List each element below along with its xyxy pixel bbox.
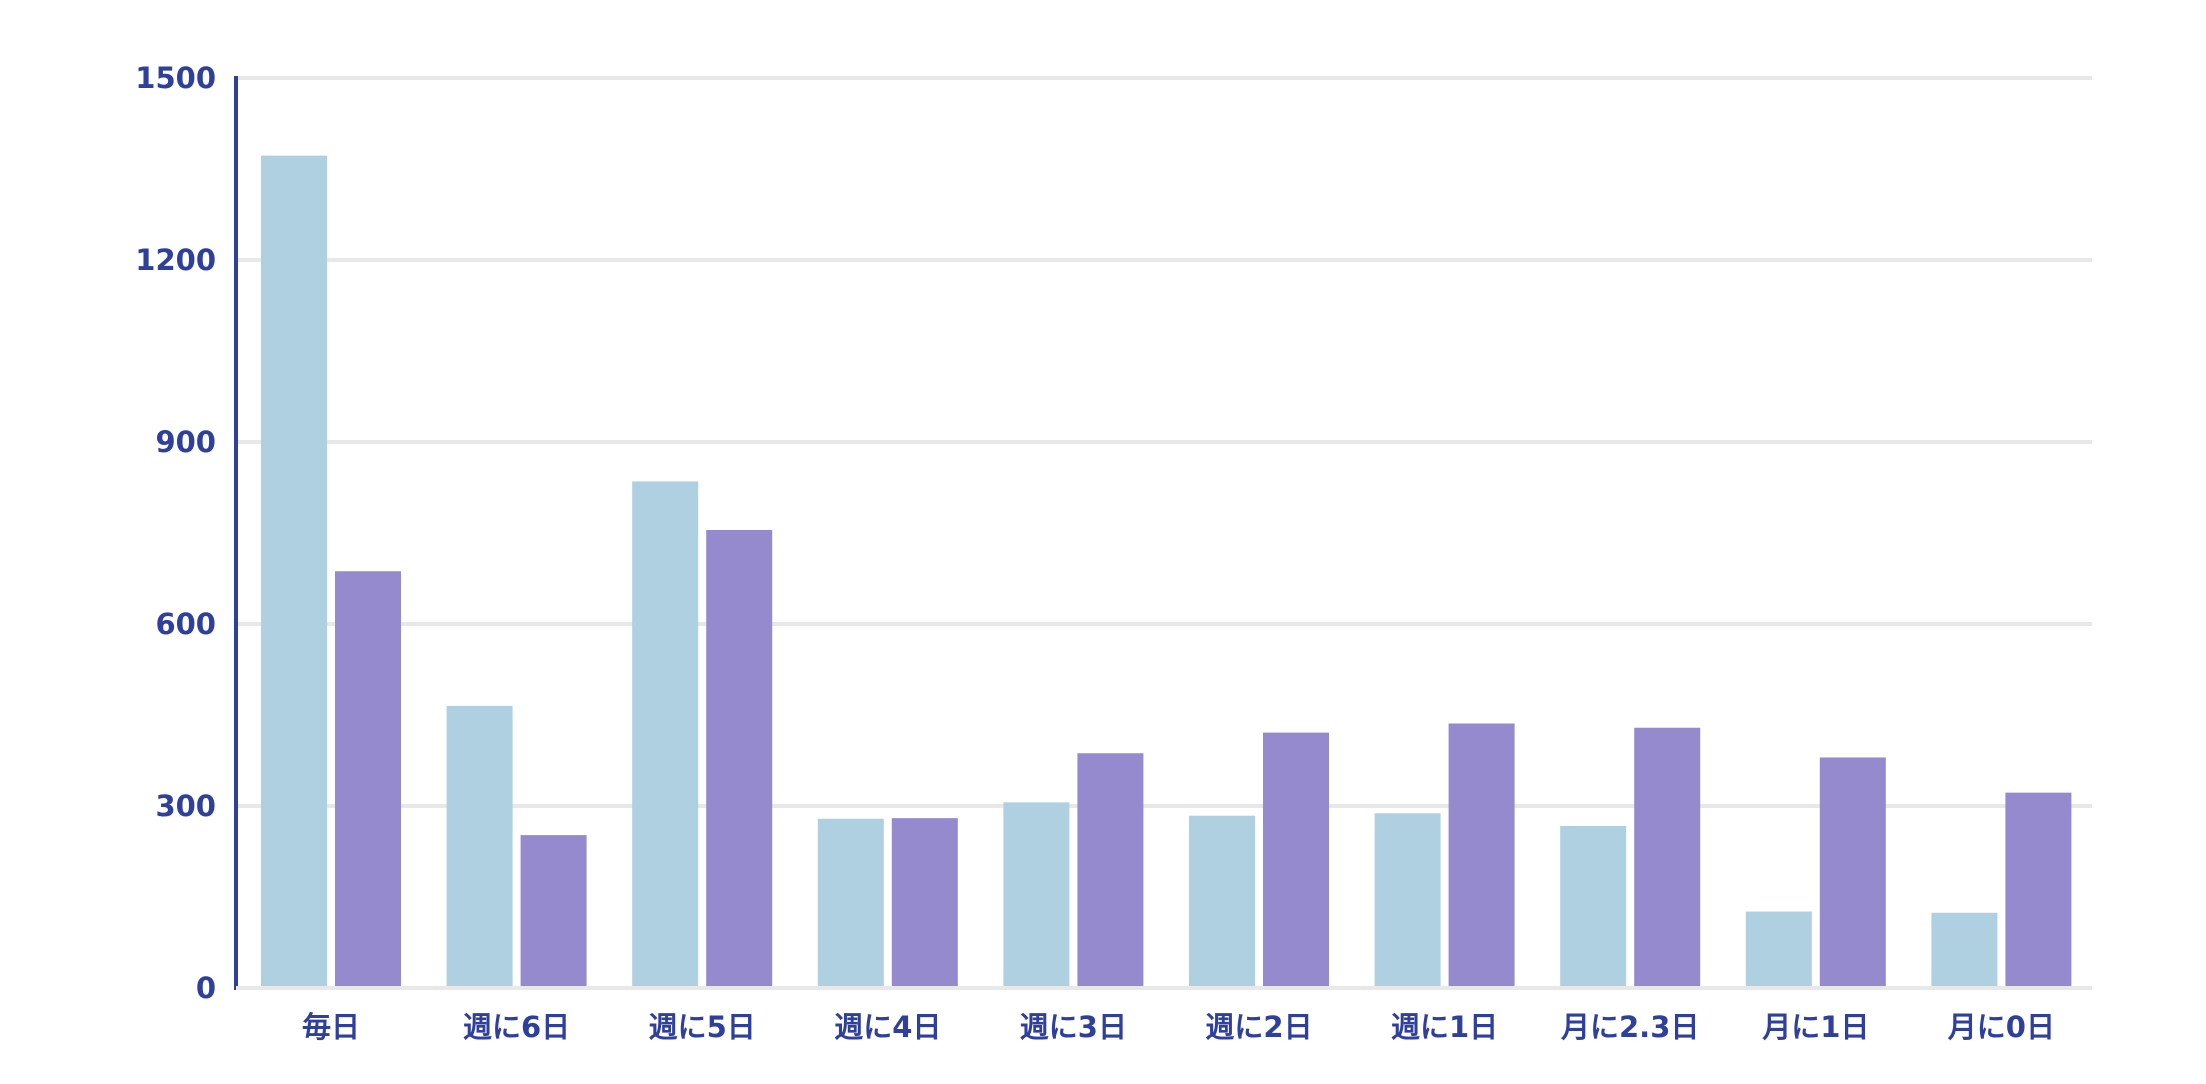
bar-series-1-5 xyxy=(1189,815,1255,988)
bar-series-1-7 xyxy=(1560,826,1627,988)
y-tick-label: 1500 xyxy=(135,61,216,95)
axes xyxy=(234,76,2092,990)
x-tick-label: 週に6日 xyxy=(463,1010,570,1044)
gridlines xyxy=(236,76,2092,990)
bar-series-1-0 xyxy=(261,155,327,989)
x-tick-label: 週に4日 xyxy=(834,1010,941,1044)
x-tick-label: 毎日 xyxy=(302,1010,360,1044)
bar-series-2-5 xyxy=(1263,732,1329,988)
x-tick-label: 月に1日 xyxy=(1761,1010,1869,1044)
bar-series-1-4 xyxy=(1003,802,1070,988)
bar-series-1-6 xyxy=(1374,813,1441,988)
x-tick-label: 月に2.3日 xyxy=(1560,1010,1699,1044)
bars xyxy=(261,155,2072,989)
y-tick-label: 300 xyxy=(155,789,216,823)
bar-series-1-2 xyxy=(632,481,699,988)
bar-series-2-7 xyxy=(1634,727,1701,988)
bar-series-2-0 xyxy=(335,571,401,988)
y-tick-label: 1200 xyxy=(135,243,216,277)
bar-series-1-8 xyxy=(1745,911,1812,988)
bar-series-2-3 xyxy=(891,818,958,988)
bar-series-1-1 xyxy=(446,705,513,988)
bar-series-2-2 xyxy=(706,529,773,988)
bar-series-2-4 xyxy=(1077,753,1144,988)
x-tick-label: 週に1日 xyxy=(1391,1010,1498,1044)
y-tick-label: 600 xyxy=(155,607,216,641)
y-tick-label: 0 xyxy=(196,971,216,1005)
x-tick-labels: 毎日 週に6日 週に5日 週に4日 週に3日 週に2日 週に1日 月に2.3日 月に1日 月に0日 xyxy=(302,1010,2055,1044)
x-tick-label: 週に5日 xyxy=(649,1010,756,1044)
y-tick-labels: 0 300 600 900 1200 1500 xyxy=(135,61,216,1005)
x-tick-label: 月に0日 xyxy=(1947,1010,2055,1044)
bar-series-2-1 xyxy=(520,835,587,988)
bar-series-2-9 xyxy=(2005,792,2072,988)
x-tick-label: 週に2日 xyxy=(1205,1010,1312,1044)
y-tick-label: 900 xyxy=(155,425,216,459)
bar-series-1-9 xyxy=(1931,912,1998,988)
bar-series-2-6 xyxy=(1448,723,1515,988)
bar-series-2-8 xyxy=(1819,757,1886,988)
x-tick-label: 週に3日 xyxy=(1020,1010,1127,1044)
bar-series-1-3 xyxy=(817,818,884,988)
